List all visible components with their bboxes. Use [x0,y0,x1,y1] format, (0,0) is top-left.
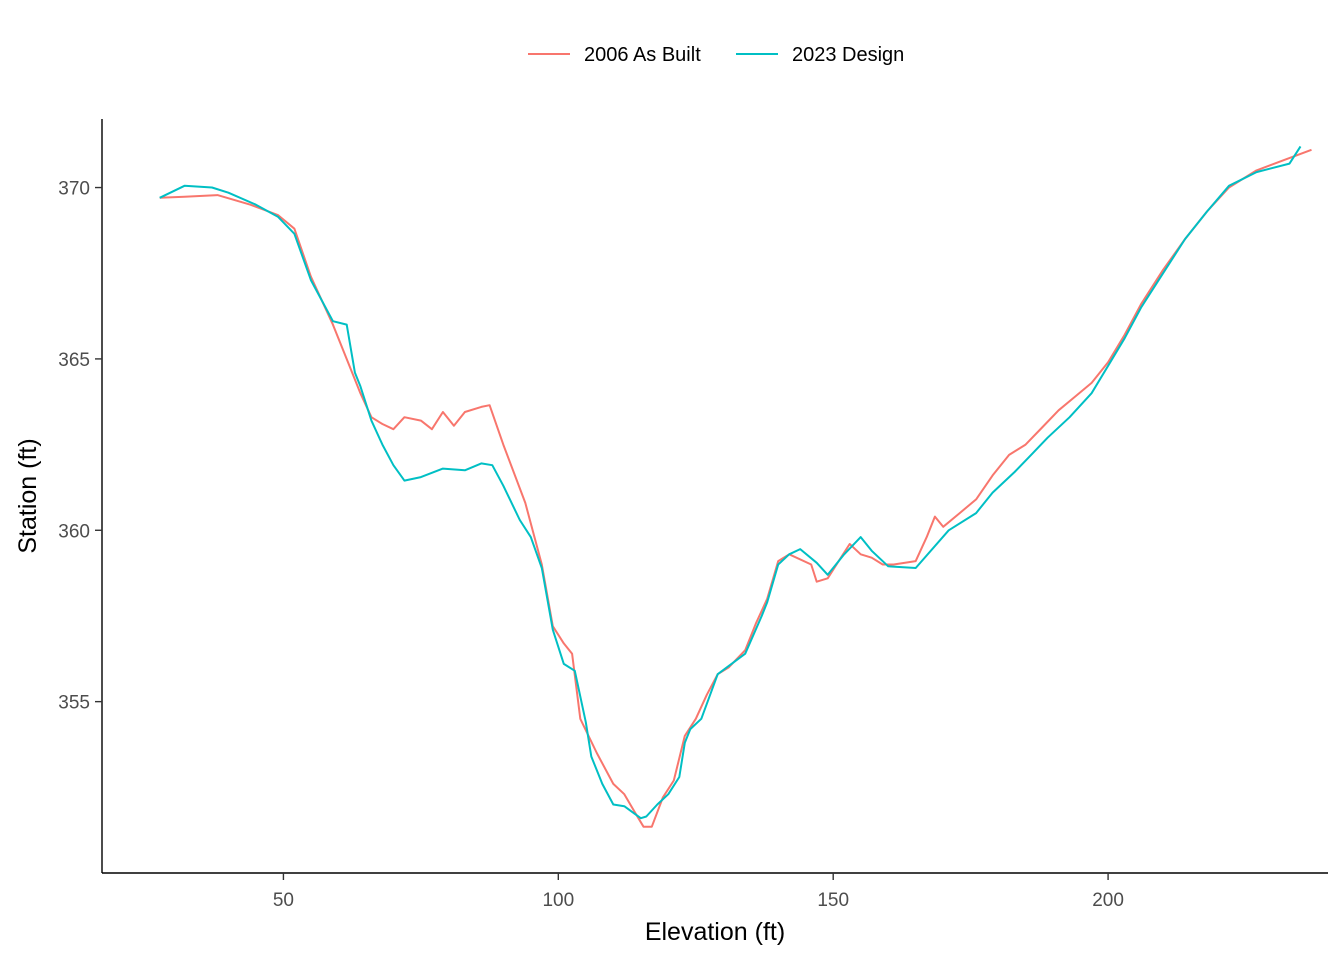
x-tick-label: 200 [1092,890,1124,911]
y-tick-label: 355 [58,693,90,714]
axis-layer [101,119,1328,874]
series-layer [159,145,1312,828]
y-tick-label: 370 [58,179,90,200]
y-tick-label: 365 [58,350,90,371]
series-line-design [159,145,1302,820]
legend: 2006 As Built 2023 Design [528,44,904,66]
x-tick-label: 50 [273,890,294,911]
series-line-as-built [159,148,1312,828]
legend-label-as-built: 2006 As Built [584,44,701,66]
tick-layer: 50 100 150 200 355 360 365 370 [58,179,1124,911]
y-tick-label: 360 [58,521,90,542]
y-axis-title: Station (ft) [14,438,42,553]
x-tick-label: 100 [542,890,574,911]
legend-label-design: 2023 Design [792,44,904,66]
x-tick-label: 150 [817,890,849,911]
x-axis-title: Elevation (ft) [645,918,785,946]
